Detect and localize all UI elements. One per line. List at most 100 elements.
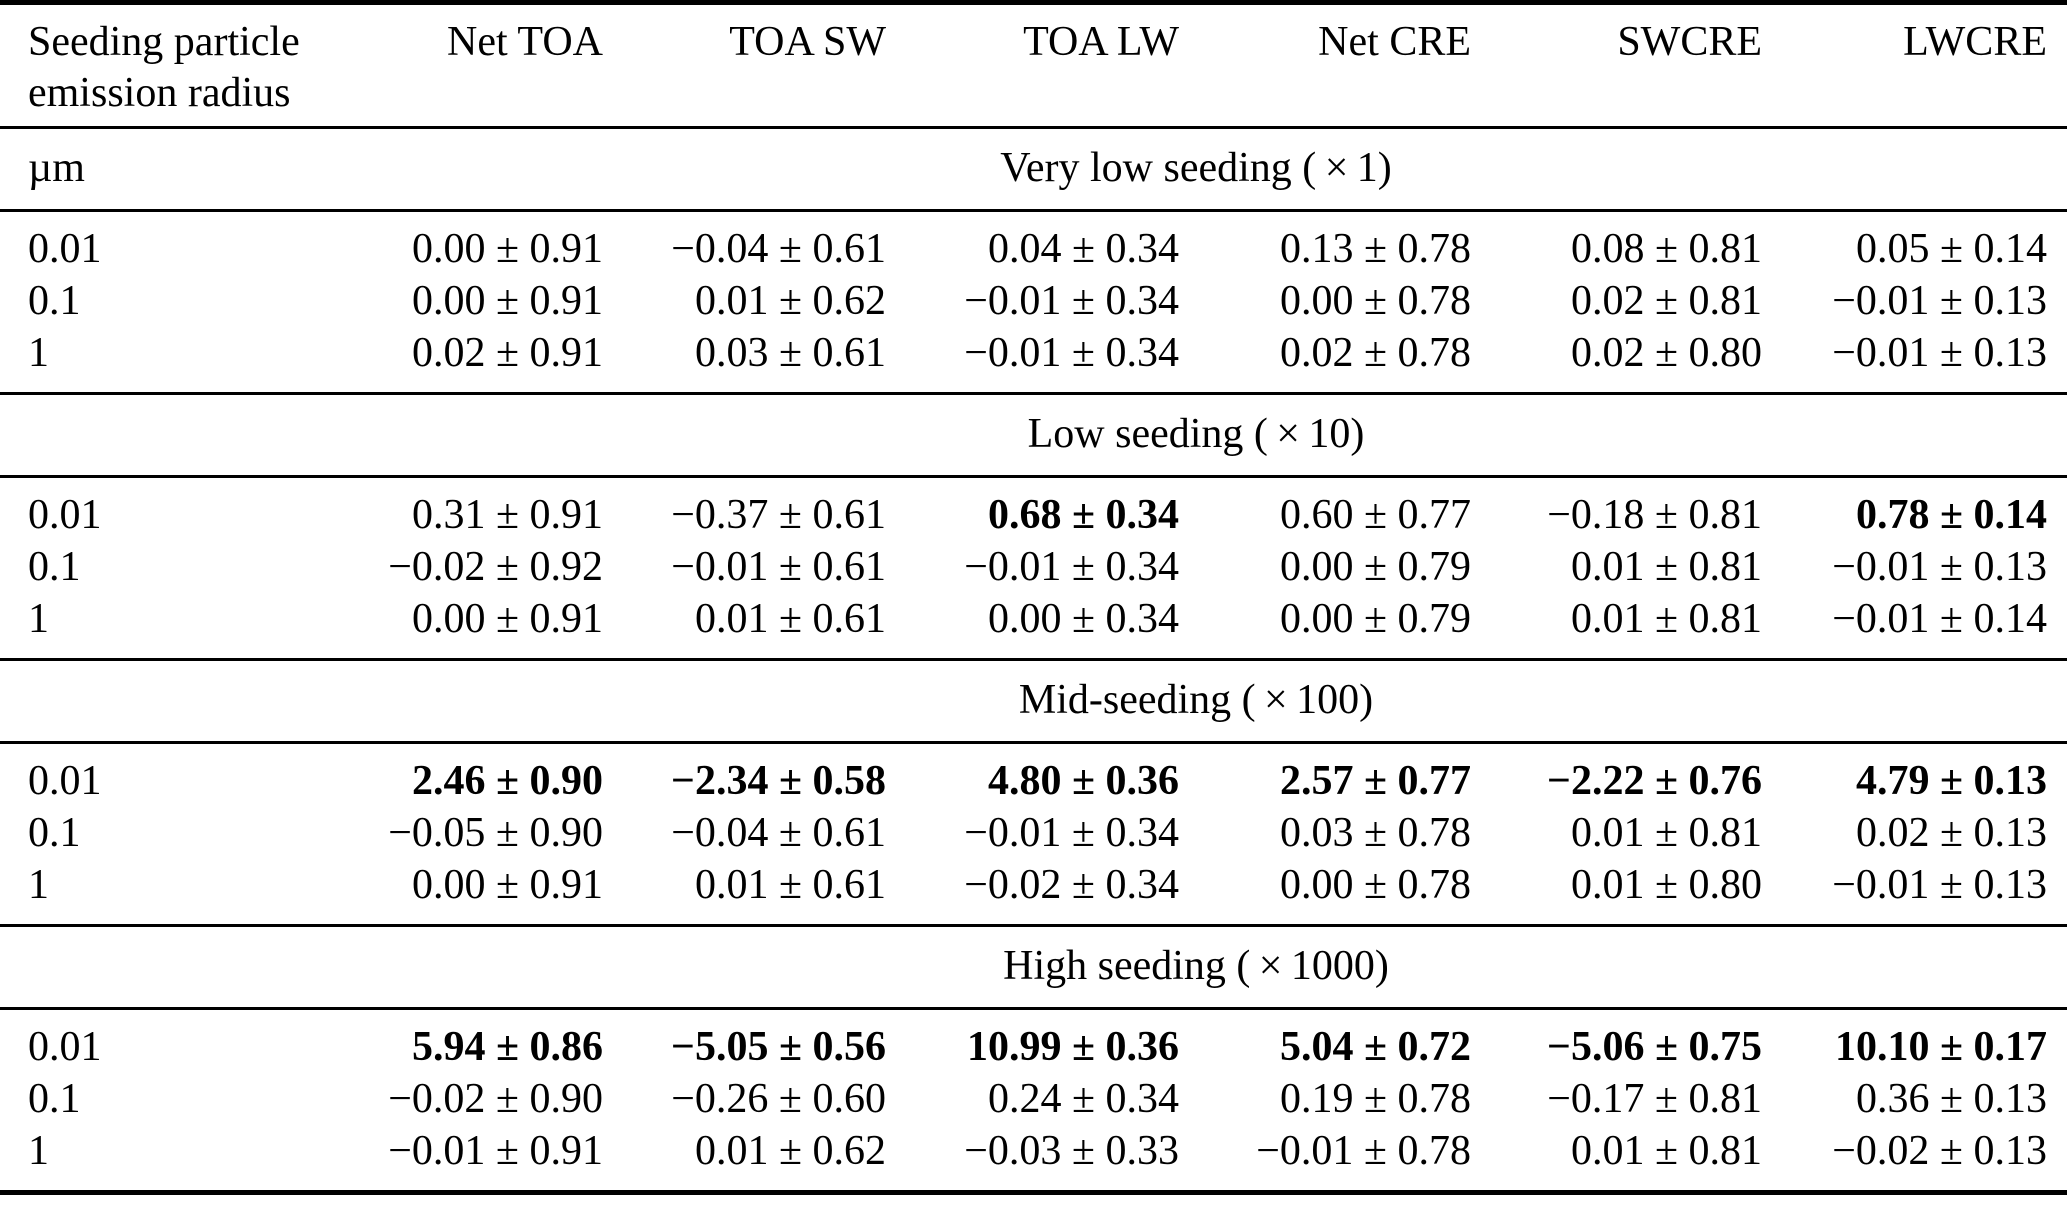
table-row: 1 −0.01 ± 0.91 0.01 ± 0.62 −0.03 ± 0.33 …: [0, 1126, 2067, 1193]
value-cell: 0.03 ± 0.78: [1279, 810, 1471, 857]
col-header-radius-line1: Seeding particle: [28, 19, 300, 65]
value-cell: 0.05 ± 0.14: [1855, 226, 2047, 273]
table-row: 0.1 −0.02 ± 0.90 −0.26 ± 0.60 0.24 ± 0.3…: [0, 1074, 2067, 1126]
section-title-row: High seeding ( × 1000): [0, 924, 2067, 1010]
radius-cell: 1: [28, 1128, 49, 1175]
radius-cell: 0.1: [28, 1076, 81, 1123]
value-cell: 10.99 ± 0.36: [966, 1024, 1179, 1071]
value-cell: 0.36 ± 0.13: [1855, 1076, 2047, 1123]
col-header-swcre: SWCRE: [1617, 19, 1762, 65]
col-header-radius: Seeding particle emission radius: [0, 3, 325, 128]
value-cell: 0.31 ± 0.91: [411, 492, 603, 539]
value-cell: 4.80 ± 0.36: [987, 758, 1179, 805]
table-row: 0.1 0.00 ± 0.91 0.01 ± 0.62 −0.01 ± 0.34…: [0, 276, 2067, 328]
radius-cell: 0.1: [28, 544, 81, 591]
radius-cell: 1: [28, 330, 49, 377]
value-cell: −5.06 ± 0.75: [1547, 1024, 1762, 1071]
table-row: 1 0.00 ± 0.91 0.01 ± 0.61 −0.02 ± 0.34 0…: [0, 860, 2067, 926]
value-cell: −0.04 ± 0.61: [671, 810, 886, 857]
value-cell: 2.57 ± 0.77: [1279, 758, 1471, 805]
value-cell: −0.26 ± 0.60: [671, 1076, 886, 1123]
table-row: 0.01 0.31 ± 0.91 −0.37 ± 0.61 0.68 ± 0.3…: [0, 477, 2067, 543]
value-cell: −0.01 ± 0.91: [388, 1128, 603, 1175]
value-cell: 0.03 ± 0.61: [694, 330, 886, 377]
radius-cell: 0.01: [28, 492, 102, 539]
value-cell: 0.78 ± 0.14: [1855, 492, 2047, 539]
value-cell: 0.02 ± 0.80: [1570, 330, 1762, 377]
value-cell: 0.00 ± 0.91: [411, 596, 603, 643]
value-cell: −0.01 ± 0.13: [1832, 278, 2047, 325]
table-row: 1 0.02 ± 0.91 0.03 ± 0.61 −0.01 ± 0.34 0…: [0, 328, 2067, 394]
radius-cell: 0.1: [28, 278, 81, 325]
value-cell: 10.10 ± 0.17: [1834, 1024, 2047, 1071]
empty-cell: [0, 658, 325, 744]
value-cell: 0.00 ± 0.91: [411, 226, 603, 273]
value-cell: 0.08 ± 0.81: [1570, 226, 1762, 273]
value-cell: 0.01 ± 0.81: [1570, 596, 1762, 643]
value-cell: 0.01 ± 0.62: [694, 278, 886, 325]
value-cell: 0.00 ± 0.78: [1279, 862, 1471, 909]
value-cell: 0.02 ± 0.81: [1570, 278, 1762, 325]
value-cell: 0.01 ± 0.61: [694, 862, 886, 909]
value-cell: 0.02 ± 0.13: [1855, 810, 2047, 857]
section-title-row: µm Very low seeding ( × 1): [0, 126, 2067, 212]
value-cell: 0.00 ± 0.34: [987, 596, 1179, 643]
value-cell: −0.01 ± 0.34: [964, 810, 1179, 857]
value-cell: 0.24 ± 0.34: [987, 1076, 1179, 1123]
section-title: Low seeding ( × 10): [325, 392, 2067, 478]
radius-cell: 0.1: [28, 810, 81, 857]
value-cell: 0.01 ± 0.81: [1570, 1128, 1762, 1175]
value-cell: −0.01 ± 0.14: [1832, 596, 2047, 643]
value-cell: −0.01 ± 0.61: [671, 544, 886, 591]
value-cell: 2.46 ± 0.90: [411, 758, 603, 805]
value-cell: 0.04 ± 0.34: [987, 226, 1179, 273]
value-cell: 5.04 ± 0.72: [1279, 1024, 1471, 1071]
table-row: 0.1 −0.02 ± 0.92 −0.01 ± 0.61 −0.01 ± 0.…: [0, 542, 2067, 594]
value-cell: −0.01 ± 0.13: [1832, 330, 2047, 377]
radius-cell: 0.01: [28, 758, 102, 805]
value-cell: −0.01 ± 0.13: [1832, 862, 2047, 909]
section-title-row: Low seeding ( × 10): [0, 392, 2067, 478]
value-cell: −5.05 ± 0.56: [671, 1024, 886, 1071]
value-cell: 0.01 ± 0.80: [1570, 862, 1762, 909]
col-header-lwcre: LWCRE: [1903, 19, 2047, 65]
table-row: 0.01 2.46 ± 0.90 −2.34 ± 0.58 4.80 ± 0.3…: [0, 743, 2067, 809]
table-row: 0.01 5.94 ± 0.86 −5.05 ± 0.56 10.99 ± 0.…: [0, 1009, 2067, 1075]
value-cell: −0.01 ± 0.13: [1832, 544, 2047, 591]
col-header-radius-line2: emission radius: [28, 70, 291, 117]
radius-cell: 1: [28, 862, 49, 909]
col-header-toa-lw: TOA LW: [1023, 19, 1179, 65]
table-row: 0.01 0.00 ± 0.91 −0.04 ± 0.61 0.04 ± 0.3…: [0, 211, 2067, 277]
value-cell: 0.00 ± 0.79: [1279, 544, 1471, 591]
radius-cell: 1: [28, 596, 49, 643]
value-cell: −0.02 ± 0.13: [1832, 1128, 2047, 1175]
col-header-net-cre: Net CRE: [1318, 19, 1471, 65]
value-cell: −2.22 ± 0.76: [1547, 758, 1762, 805]
col-header-toa-sw: TOA SW: [729, 19, 886, 65]
section-title: High seeding ( × 1000): [325, 924, 2067, 1010]
value-cell: 0.60 ± 0.77: [1279, 492, 1471, 539]
value-cell: −0.01 ± 0.34: [964, 278, 1179, 325]
section-title: Very low seeding ( × 1): [325, 126, 2067, 212]
value-cell: −0.17 ± 0.81: [1547, 1076, 1762, 1123]
empty-cell: [0, 392, 325, 478]
value-cell: 0.01 ± 0.62: [694, 1128, 886, 1175]
empty-cell: [0, 924, 325, 1010]
radius-cell: 0.01: [28, 226, 102, 273]
value-cell: −0.18 ± 0.81: [1547, 492, 1762, 539]
value-cell: −0.01 ± 0.78: [1256, 1128, 1471, 1175]
col-header-net-toa: Net TOA: [447, 19, 603, 65]
value-cell: 0.19 ± 0.78: [1279, 1076, 1471, 1123]
column-header-row: Seeding particle emission radius Net TOA…: [0, 3, 2067, 128]
value-cell: 0.00 ± 0.78: [1279, 278, 1471, 325]
value-cell: −0.02 ± 0.92: [388, 544, 603, 591]
value-cell: 0.01 ± 0.81: [1570, 544, 1762, 591]
value-cell: 0.01 ± 0.61: [694, 596, 886, 643]
section-title-row: Mid-seeding ( × 100): [0, 658, 2067, 744]
value-cell: 0.00 ± 0.91: [411, 862, 603, 909]
value-cell: 4.79 ± 0.13: [1855, 758, 2047, 805]
value-cell: 0.00 ± 0.91: [411, 278, 603, 325]
value-cell: 0.00 ± 0.79: [1279, 596, 1471, 643]
value-cell: −0.04 ± 0.61: [671, 226, 886, 273]
